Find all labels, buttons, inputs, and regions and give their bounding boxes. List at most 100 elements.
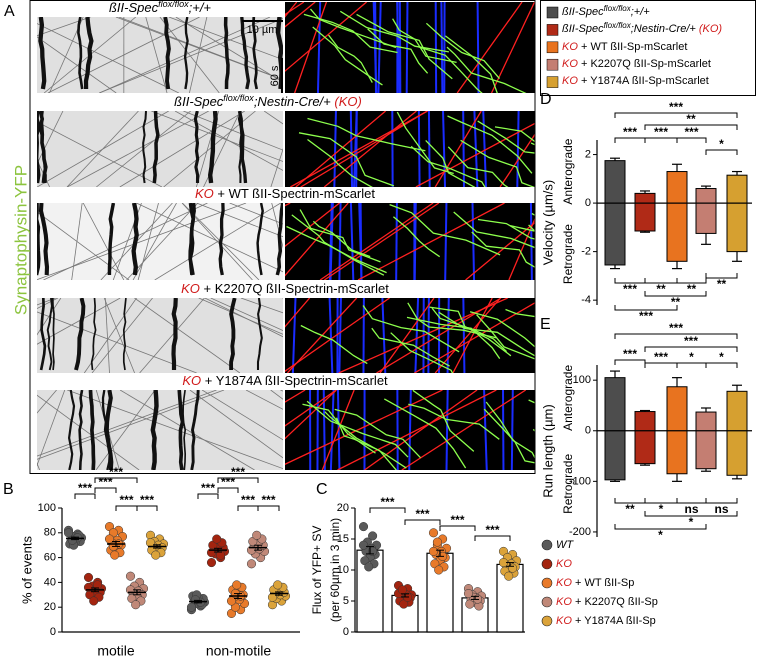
data-point xyxy=(399,599,409,609)
kymo-stationary xyxy=(46,298,53,371)
kymo-track xyxy=(271,203,283,249)
trace-stationary xyxy=(482,111,487,187)
significance-bracket xyxy=(705,149,738,155)
kymo-stationary xyxy=(208,111,218,184)
y-tick-label: 100 xyxy=(573,374,591,386)
trace-anterograde xyxy=(429,306,512,357)
kymo-track xyxy=(0,390,22,470)
y-tick-label: -100 xyxy=(569,475,591,487)
trace-stationary xyxy=(329,390,335,470)
trace-retrograde xyxy=(499,133,535,187)
kymo-stationary xyxy=(37,111,41,184)
trace-stationary xyxy=(395,203,398,280)
kymo-track xyxy=(37,298,121,345)
significance-bracket xyxy=(74,493,96,499)
data-point xyxy=(63,528,74,538)
significance-bracket xyxy=(94,487,117,493)
significance-label: *** xyxy=(669,321,683,335)
kymo-stationary xyxy=(142,111,148,184)
trace-stationary xyxy=(510,390,514,470)
trace-retrograde xyxy=(508,217,535,280)
data-point xyxy=(89,596,99,606)
trace-stationary xyxy=(291,298,297,373)
trace-anterograde xyxy=(392,18,457,64)
title-part: ;Nestin-Cre/+ xyxy=(254,94,335,109)
legend-part: + K2207Q ßII-Sp-mScarlet xyxy=(578,58,711,70)
trace-anterograde xyxy=(460,139,535,187)
kymo-stationary xyxy=(171,298,178,370)
trace-retrograde xyxy=(323,111,417,187)
trace-stationary xyxy=(462,298,466,373)
kymo-stationary xyxy=(40,111,47,184)
legend-swatch xyxy=(541,615,553,627)
row-title: ßII-Specflox/flox;+/+ xyxy=(109,0,211,15)
kymo-bg xyxy=(285,203,535,280)
y-tick-label: 20 xyxy=(44,601,56,613)
kymo-bg xyxy=(37,298,283,373)
data-point xyxy=(358,522,369,532)
trace-anterograde xyxy=(396,111,454,175)
kymo-stationary xyxy=(131,203,139,276)
trace-stationary xyxy=(377,2,382,93)
legend-part: + Y1874A ßII-Sp-mScarlet xyxy=(578,75,709,87)
legend-ko: KO xyxy=(556,596,572,608)
kymo-track xyxy=(137,203,159,280)
trace-retrograde xyxy=(376,298,502,373)
kymo-track xyxy=(99,18,283,93)
title-ko: KO xyxy=(181,281,200,296)
data-point xyxy=(151,550,161,560)
legend-swatch xyxy=(546,24,559,36)
legend-label: KO xyxy=(556,558,572,570)
trace-retrograde xyxy=(401,390,527,470)
kymo-stationary xyxy=(38,17,47,90)
trace-anterograde xyxy=(310,8,397,49)
significance-label: *** xyxy=(221,475,235,489)
trace-retrograde xyxy=(323,203,440,280)
kymograph-gray xyxy=(37,17,283,93)
kymo-track xyxy=(0,390,31,470)
kymo-stationary xyxy=(182,390,187,470)
trace-anterograde xyxy=(307,117,426,152)
kymo-track xyxy=(139,298,205,373)
y-axis-label: Flux of YFP+ SV xyxy=(310,526,324,615)
significance-label: * xyxy=(719,350,724,364)
kymo-track xyxy=(32,298,33,373)
title-sup: flox/flox xyxy=(223,93,254,103)
kymo-track xyxy=(201,390,283,441)
kymo-bg xyxy=(37,390,283,470)
kymo-stationary xyxy=(107,203,116,276)
kymo-track xyxy=(37,462,41,470)
trace-anterograde xyxy=(509,224,535,232)
legend-swatch xyxy=(541,596,553,608)
data-point xyxy=(432,537,442,547)
legend-ko: KO xyxy=(556,577,572,589)
data-point xyxy=(397,585,407,595)
kymo-stationary xyxy=(237,111,243,184)
trace-anterograde xyxy=(505,308,535,318)
significance-bracket xyxy=(705,362,738,368)
significance-label: *** xyxy=(119,493,133,507)
trace-anterograde xyxy=(494,126,535,143)
kymo-stationary xyxy=(38,203,50,276)
kymo-track xyxy=(82,203,125,280)
kymo-stationary xyxy=(256,298,263,370)
trace-anterograde xyxy=(477,218,535,240)
y-tick-label: 0 xyxy=(343,626,349,638)
trace-anterograde xyxy=(412,390,475,452)
kymo-stationary xyxy=(51,298,55,371)
trace-retrograde xyxy=(285,298,311,328)
trace-retrograde xyxy=(434,111,482,187)
trace-anterograde xyxy=(447,146,509,187)
trace-stationary xyxy=(349,203,355,280)
y-axis-label: Run length (µm) xyxy=(540,404,555,497)
trace-anterograde xyxy=(312,220,371,258)
kymo-track xyxy=(37,17,91,37)
legend-label: ßII-Specflox/flox;Nestin-Cre/+ (KO) xyxy=(562,21,722,35)
significance-label: *** xyxy=(669,100,683,114)
data-point xyxy=(465,599,475,609)
chart: C 0 5 10 15 20 Flux of YFP+ SV (per 60µm in 3 m… xyxy=(310,481,525,638)
significance-bracket xyxy=(217,487,239,493)
kymo-stationary xyxy=(101,390,111,470)
kymo-track xyxy=(37,23,179,93)
